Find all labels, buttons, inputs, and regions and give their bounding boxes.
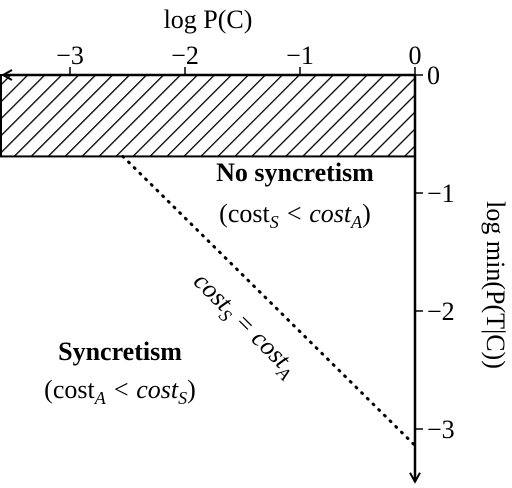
subscript: A <box>350 212 363 232</box>
text-part: < cost <box>279 199 352 228</box>
hatched-region <box>0 74 416 158</box>
y-tick-label: 0 <box>427 61 440 90</box>
region-condition: (costA < costS) <box>44 375 196 408</box>
subscript: S <box>178 388 187 408</box>
x-tick-label: −2 <box>171 41 199 70</box>
y-tick-label: −3 <box>427 415 455 444</box>
text-part: (cost <box>219 199 270 228</box>
y-tick-label: −1 <box>427 179 455 208</box>
region-condition: (costS < costA) <box>219 199 371 232</box>
text-part: (cost <box>44 375 95 404</box>
text-part: < cost <box>106 375 179 404</box>
x-tick-label: −1 <box>286 41 314 70</box>
subscript: A <box>94 388 107 408</box>
x-axis-label: log P(C) <box>164 5 253 34</box>
region-title: No syncretism <box>216 158 374 187</box>
y-tick-label: −2 <box>427 297 455 326</box>
x-tick-label: −3 <box>56 41 84 70</box>
y-axis-label: log min(P(T|C)) <box>481 201 510 369</box>
x-tick-label: 0 <box>409 41 422 70</box>
region-title: Syncretism <box>58 337 182 366</box>
subscript: S <box>270 212 279 232</box>
text-part: ) <box>362 199 371 228</box>
text-part: ) <box>187 375 196 404</box>
boundary-label: costS = costA <box>185 266 304 385</box>
